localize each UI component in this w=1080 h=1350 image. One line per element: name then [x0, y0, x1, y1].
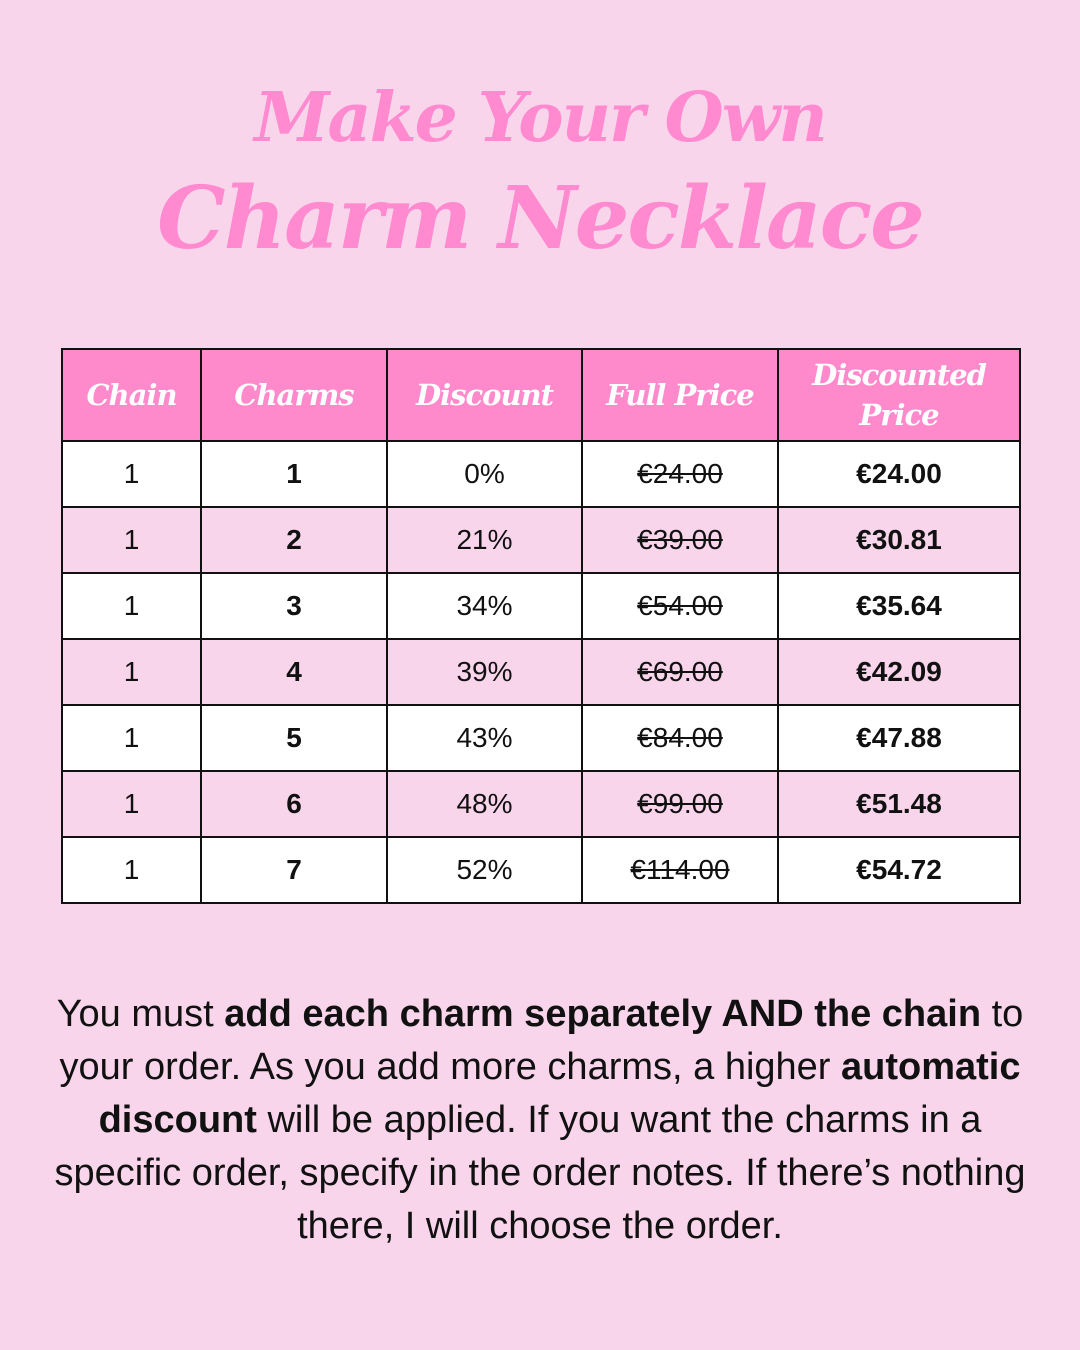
cell-full-price: €39.00 [581, 506, 779, 574]
cell-discount: 39% [386, 638, 583, 706]
cell-discount: 34% [386, 572, 583, 640]
cell-full-price: €84.00 [581, 704, 779, 772]
note-text: to your order. As you add more charms, a… [59, 993, 1024, 1088]
cell-chain: 1 [61, 506, 202, 574]
cell-discounted-price: €47.88 [777, 704, 1021, 772]
note-bold: automatic discount [98, 1046, 1021, 1141]
table-row: 1 2 21% €39.00 €30.81 [61, 506, 1021, 574]
cell-discounted-price: €30.81 [777, 506, 1021, 574]
cell-discounted-price: €35.64 [777, 572, 1021, 640]
cell-discounted-price: €42.09 [777, 638, 1021, 706]
cell-chain: 1 [61, 770, 202, 838]
cell-discount: 48% [386, 770, 583, 838]
note-text: You must [56, 993, 225, 1035]
note-text: will be applied. If you want the charms … [54, 1099, 1026, 1247]
table-row: 1 1 0% €24.00 €24.00 [61, 440, 1021, 508]
cell-full-price: €99.00 [581, 770, 779, 838]
cell-charms: 3 [200, 572, 388, 640]
cell-chain: 1 [61, 638, 202, 706]
header-discount: Discount [386, 348, 583, 442]
cell-discount: 52% [386, 836, 583, 904]
cell-full-price: €54.00 [581, 572, 779, 640]
header-charms: Charms [200, 348, 388, 442]
cell-discount: 43% [386, 704, 583, 772]
cell-full-price: €114.00 [581, 836, 779, 904]
table-row: 1 6 48% €99.00 €51.48 [61, 770, 1021, 838]
cell-chain: 1 [61, 440, 202, 508]
table-row: 1 3 34% €54.00 €35.64 [61, 572, 1021, 640]
cell-discounted-price: €54.72 [777, 836, 1021, 904]
cell-charms: 7 [200, 836, 388, 904]
cell-discounted-price: €51.48 [777, 770, 1021, 838]
cell-charms: 4 [200, 638, 388, 706]
cell-charms: 6 [200, 770, 388, 838]
cell-discount: 21% [386, 506, 583, 574]
cell-charms: 2 [200, 506, 388, 574]
title-line-1: Make Your Own [254, 78, 828, 158]
header-chain: Chain [61, 348, 202, 442]
cell-charms: 5 [200, 704, 388, 772]
cell-discount: 0% [386, 440, 583, 508]
pricing-table: Chain Charms Discount Full Price Discoun… [61, 348, 1021, 904]
cell-full-price: €69.00 [581, 638, 779, 706]
instructions-note: You must add each charm separately AND t… [40, 988, 1040, 1253]
cell-discounted-price: €24.00 [777, 440, 1021, 508]
cell-chain: 1 [61, 704, 202, 772]
header-discounted-price: Discounted Price [777, 348, 1021, 442]
table-row: 1 4 39% €69.00 €42.09 [61, 638, 1021, 706]
cell-charms: 1 [200, 440, 388, 508]
note-bold: add each charm separately AND the chain [224, 993, 982, 1035]
cell-chain: 1 [61, 572, 202, 640]
table-header-row: Chain Charms Discount Full Price Discoun… [61, 348, 1021, 442]
table-row: 1 7 52% €114.00 €54.72 [61, 836, 1021, 904]
cell-full-price: €24.00 [581, 440, 779, 508]
header-full-price: Full Price [581, 348, 779, 442]
title-line-2: Charm Necklace [157, 168, 925, 269]
table-row: 1 5 43% €84.00 €47.88 [61, 704, 1021, 772]
cell-chain: 1 [61, 836, 202, 904]
